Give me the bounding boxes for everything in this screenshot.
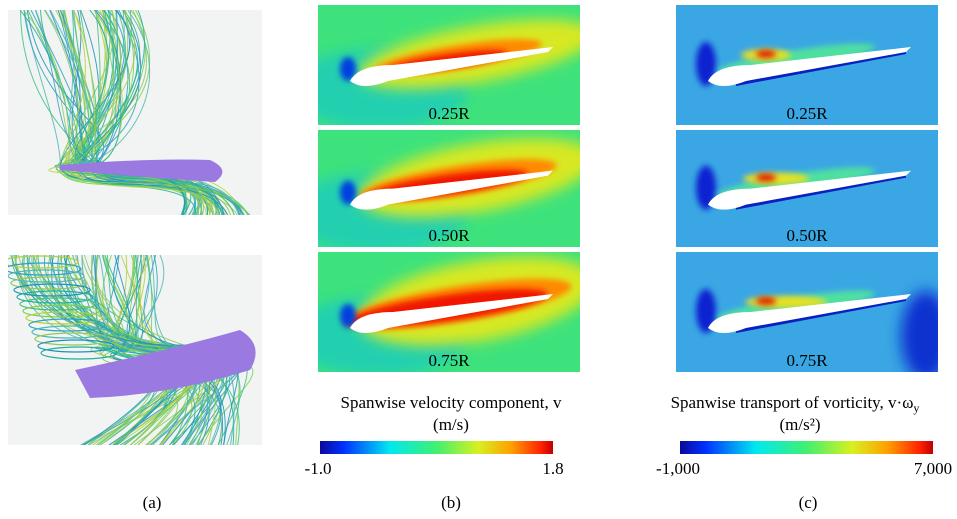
contour-slice: 0.25R <box>288 5 600 129</box>
colorbar-units: (m/s²) <box>780 415 821 434</box>
contour-slice: 0.75R <box>676 252 951 381</box>
colorbar <box>680 441 933 454</box>
panel-label: (b) <box>441 493 461 512</box>
slice-label: 0.25R <box>786 104 828 123</box>
contour-slice: 0.75R <box>288 241 602 376</box>
colorbar-max: 7,000 <box>914 459 952 478</box>
colorbar-min: -1,000 <box>656 459 700 478</box>
panel-label: (c) <box>799 493 818 512</box>
contour-slice: 0.50R <box>288 123 601 252</box>
slice-label: 0.75R <box>428 351 470 370</box>
panel-label: (a) <box>143 493 162 512</box>
colorbar-title-text: Spanwise transport of vorticity, v·ω <box>671 393 914 412</box>
colorbar-max: 1.8 <box>542 459 563 478</box>
figure: (a) (b) (c) Spanwise velocity component,… <box>0 0 957 519</box>
colorbar-min: -1.0 <box>305 459 332 478</box>
slice-label: 0.50R <box>428 226 470 245</box>
field-region <box>756 50 776 58</box>
slice-label: 0.50R <box>786 226 828 245</box>
slice-label: 0.25R <box>428 104 470 123</box>
colorbar-title: Spanwise transport of vorticity, v·ωy <box>671 393 920 415</box>
field-region <box>756 174 776 182</box>
field-region <box>756 297 776 305</box>
colorbar <box>320 441 553 454</box>
colorbar-units: (m/s) <box>433 415 469 434</box>
slice-label: 0.75R <box>786 351 828 370</box>
colorbar-title-subscript: y <box>913 401 919 415</box>
contour-slice: 0.50R <box>676 130 938 247</box>
contour-slice: 0.25R <box>676 5 938 125</box>
field-region <box>743 173 809 185</box>
field-region <box>901 291 951 381</box>
colorbar-title: Spanwise velocity component, v <box>341 393 562 412</box>
